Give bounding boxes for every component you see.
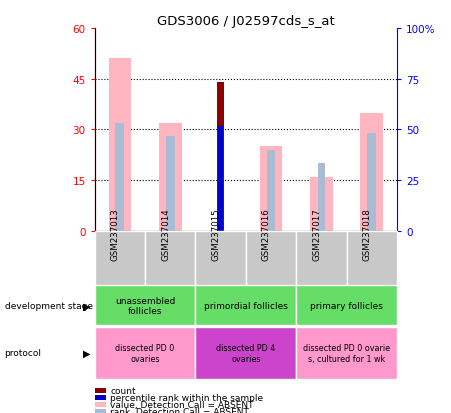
Bar	[296, 328, 397, 379]
Text: primary follicles: primary follicles	[310, 301, 383, 310]
Bar	[95, 231, 145, 285]
Bar	[95, 286, 195, 325]
Bar	[195, 231, 246, 285]
Bar	[166, 137, 175, 231]
Text: GSM237014: GSM237014	[161, 208, 170, 260]
Bar	[218, 127, 223, 231]
Text: dissected PD 0 ovarie
s, cultured for 1 wk: dissected PD 0 ovarie s, cultured for 1 …	[303, 344, 390, 363]
Text: primordial follicles: primordial follicles	[204, 301, 288, 310]
Bar	[115, 123, 124, 231]
Text: protocol: protocol	[5, 349, 41, 358]
Bar	[195, 286, 296, 325]
Bar	[95, 328, 195, 379]
Text: GSM237015: GSM237015	[212, 208, 221, 260]
Text: dissected PD 4
ovaries: dissected PD 4 ovaries	[216, 344, 276, 363]
Bar	[296, 286, 397, 325]
Bar	[267, 150, 276, 231]
Bar	[109, 59, 131, 231]
Bar	[360, 113, 383, 231]
Text: dissected PD 0
ovaries: dissected PD 0 ovaries	[115, 344, 175, 363]
Bar	[310, 177, 333, 231]
Bar	[367, 133, 376, 231]
Bar	[346, 231, 397, 285]
Bar	[145, 231, 195, 285]
Text: value, Detection Call = ABSENT: value, Detection Call = ABSENT	[110, 400, 254, 409]
Text: rank, Detection Call = ABSENT: rank, Detection Call = ABSENT	[110, 407, 249, 413]
Text: count: count	[110, 386, 136, 395]
Bar	[246, 231, 296, 285]
Bar	[217, 83, 225, 231]
Bar	[296, 231, 346, 285]
Text: GSM237016: GSM237016	[262, 208, 271, 260]
Text: ▶: ▶	[83, 301, 91, 311]
Text: ▶: ▶	[83, 348, 91, 358]
Text: development stage: development stage	[5, 301, 92, 310]
Text: GSM237018: GSM237018	[363, 208, 372, 260]
Bar	[260, 147, 282, 231]
Text: GSM237013: GSM237013	[111, 208, 120, 260]
Title: GDS3006 / J02597cds_s_at: GDS3006 / J02597cds_s_at	[157, 15, 335, 28]
Bar	[195, 328, 296, 379]
Text: percentile rank within the sample: percentile rank within the sample	[110, 393, 264, 402]
Bar	[318, 164, 325, 231]
Text: GSM237017: GSM237017	[313, 208, 321, 260]
Bar	[159, 123, 182, 231]
Text: unassembled
follicles: unassembled follicles	[115, 296, 175, 315]
